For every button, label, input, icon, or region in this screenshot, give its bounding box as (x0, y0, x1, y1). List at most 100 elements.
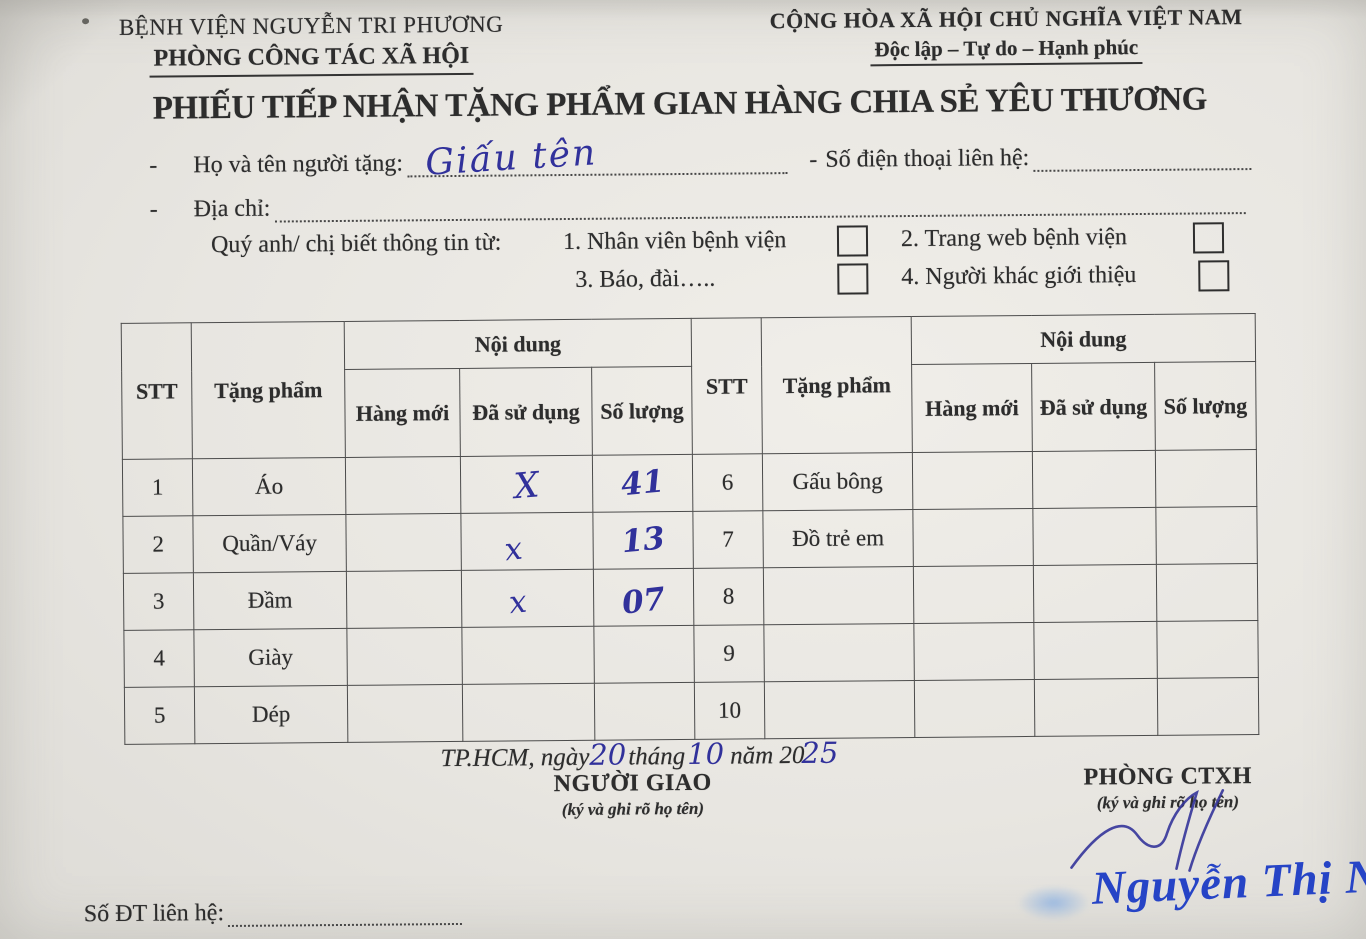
dotted-leader (1033, 148, 1252, 172)
cell-new (913, 565, 1034, 624)
ink-speck (82, 18, 90, 25)
info-source-label: Quý anh/ chị biết thông tin từ: (210, 229, 502, 259)
dotted-leader (228, 902, 462, 927)
cell-gift: Đồ trẻ em (762, 509, 914, 568)
cell-qty (1155, 449, 1257, 508)
cell-used (462, 683, 595, 742)
gifts-table: STT Tặng phẩm Nội dung STT Tặng phẩm Nội… (121, 313, 1260, 745)
cell-stt: 4 (123, 629, 195, 688)
national-title: CỘNG HÒA XÃ HỘI CHỦ NGHĨA VIỆT NAM (769, 4, 1243, 34)
cell-qty (1156, 620, 1259, 679)
cell-new (346, 570, 462, 629)
cell-new (347, 684, 463, 743)
cell-gift: Quần/Váy (192, 514, 347, 573)
col-gift: Tặng phẩm (761, 316, 913, 454)
header-right: CỘNG HÒA XÃ HỘI CHỦ NGHĨA VIỆT NAM Độc l… (741, 3, 1272, 68)
cell-gift: Đầm (193, 571, 347, 630)
cell-gift: Gấu bông (762, 452, 913, 511)
col-content: Nội dung (911, 313, 1256, 365)
phone-line: - Số điện thoại liên hệ: (809, 143, 1252, 174)
cell-stt: 5 (124, 686, 195, 745)
date-year-handwritten: 25 (801, 735, 839, 770)
date-month-word: tháng (628, 742, 686, 771)
cell-new (345, 456, 461, 515)
deliverer-note: (ký và ghi rõ họ tên) (561, 798, 705, 820)
hospital-name: BỆNH VIỆN NGUYỄN TRI PHƯƠNG (118, 11, 504, 40)
table-row: 3 Đầm x 07 8 (123, 563, 1258, 631)
donor-handwritten-value: Giấu tên (424, 132, 599, 184)
cell-stt: 3 (123, 572, 194, 631)
checkbox-hospital-website (1192, 222, 1225, 254)
cell-qty: 07 (593, 568, 694, 627)
dash: - (149, 196, 158, 223)
cell-used (1032, 507, 1157, 566)
checkbox-referral (1198, 260, 1230, 292)
cell-qty: 41 (592, 454, 693, 513)
cell-stt: 2 (122, 515, 194, 574)
cell-qty: 13 (592, 511, 694, 570)
table-row: 5 Dép 10 (124, 677, 1259, 745)
cell-gift: Áo (192, 457, 346, 516)
cell-stt: 6 (692, 453, 763, 512)
dash: - (149, 152, 158, 179)
cell-stt: 1 (122, 458, 193, 517)
date-year-word: năm 20 (730, 741, 805, 770)
col-new: Hàng mới (344, 368, 461, 458)
option-3-label: 3. Báo, đài….. (575, 265, 716, 293)
cell-used: x (460, 512, 594, 571)
cell-used (461, 626, 595, 685)
bottom-phone-label: Số ĐT liên hệ: (83, 900, 225, 928)
address-label: Địa chỉ: (193, 195, 271, 223)
option-4-label: 4. Người khác giới thiệu (901, 262, 1137, 291)
date-day-handwritten: 20 (589, 737, 627, 772)
option-2-label: 2. Trang web bệnh viện (900, 224, 1128, 253)
cell-stt: 9 (693, 624, 765, 683)
option-1-label: 1. Nhân viên bệnh viện (562, 227, 787, 256)
cell-stt: 7 (692, 510, 764, 569)
cell-new (913, 622, 1035, 681)
checkbox-media (837, 263, 869, 295)
table-row: 2 Quần/Váy x 13 7 Đồ trẻ em (122, 506, 1258, 574)
cell-used (1034, 678, 1158, 737)
form-title: PHIẾU TIẾP NHẬN TẶNG PHẨM GIAN HÀNG CHIA… (152, 81, 1208, 127)
cell-used: X (460, 455, 593, 514)
date-prefix: TP.HCM, ngày (440, 743, 590, 773)
col-used: Đã sử dụng (459, 367, 593, 457)
cell-gift (763, 566, 914, 625)
donor-label: Họ và tên người tặng: (193, 150, 404, 179)
cell-qty (1157, 677, 1259, 736)
cell-gift: Dép (194, 685, 348, 744)
dotted-leader (274, 192, 1246, 223)
date-month-handwritten: 10 (687, 736, 725, 771)
col-content: Nội dung (344, 318, 692, 370)
cell-new (914, 679, 1035, 738)
signer-left: NGƯỜI GIAO (ký và ghi rõ họ tên) (433, 767, 833, 822)
cell-new (912, 508, 1034, 567)
col-stt: STT (691, 317, 763, 455)
deliverer-title: NGƯỜI GIAO (553, 769, 712, 798)
bottom-phone-line: Số ĐT liên hệ: (84, 898, 462, 928)
cell-new (912, 451, 1033, 510)
cell-gift (764, 680, 915, 739)
cell-new (346, 627, 463, 686)
cell-new (345, 513, 462, 572)
cell-used: x (461, 569, 594, 628)
department-name: PHÒNG CÔNG TÁC XÃ HỘI (149, 40, 474, 78)
phone-label: Số điện thoại liên hệ: (825, 144, 1030, 173)
col-stt: STT (121, 322, 193, 460)
ink-smudge (1016, 884, 1091, 922)
signature-pen-stroke-icon (1070, 789, 1225, 872)
cell-qty (1155, 506, 1258, 565)
address-line: - Địa chỉ: (150, 187, 1246, 224)
cell-stt: 10 (694, 681, 765, 740)
col-used: Đã sử dụng (1031, 362, 1156, 452)
checkbox-hospital-staff (836, 225, 869, 257)
col-qty: Số lượng (591, 366, 693, 456)
cell-qty (593, 625, 695, 684)
cell-stt: 8 (693, 567, 764, 626)
cell-qty (594, 682, 695, 741)
table-row: 1 Áo X 41 6 Gấu bông (122, 449, 1257, 517)
cell-used (1033, 621, 1158, 680)
header-left: BỆNH VIỆN NGUYỄN TRI PHƯƠNG PHÒNG CÔNG T… (91, 9, 532, 78)
col-qty: Số lượng (1154, 361, 1257, 451)
